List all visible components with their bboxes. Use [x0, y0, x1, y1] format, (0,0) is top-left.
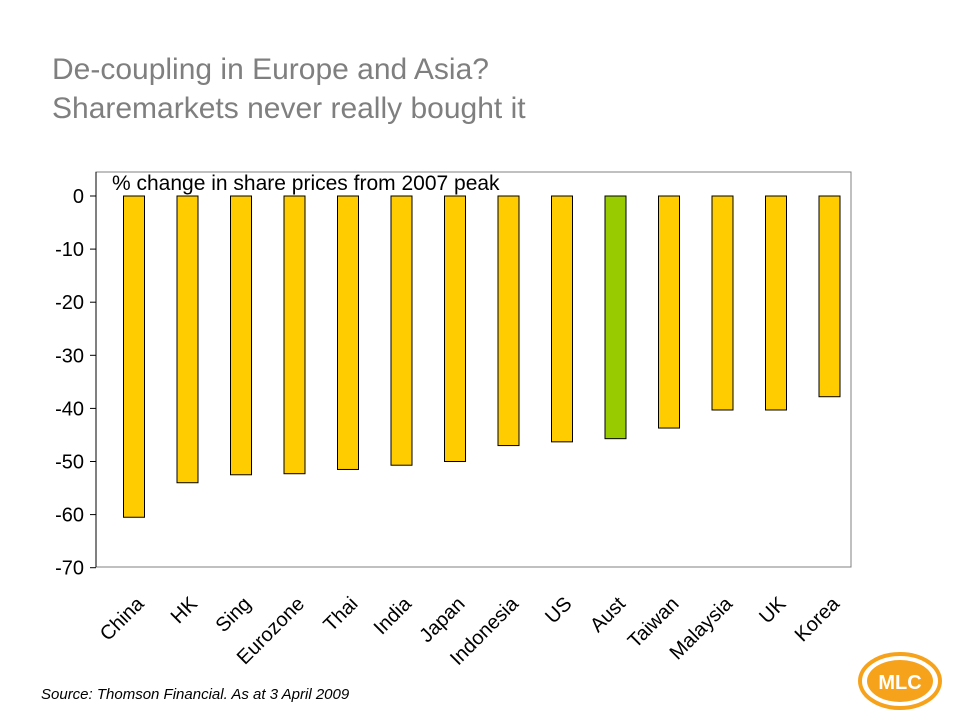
slide-title: De-coupling in Europe and Asia? Sharemar… [52, 50, 892, 128]
title-line-1: De-coupling in Europe and Asia? [52, 53, 489, 86]
x-tick-label: Thai [319, 593, 362, 636]
bar-indonesia [497, 195, 520, 447]
x-tick-label: India [370, 592, 417, 639]
y-tick-label: 0 [73, 186, 84, 208]
x-tick-label: Sing [212, 593, 256, 637]
y-tick-label: -60 [55, 505, 84, 527]
bars [123, 195, 841, 518]
mlc-logo: MLC [858, 652, 942, 710]
bar-us [551, 195, 573, 443]
chart-title: % change in share prices from 2007 peak [112, 172, 500, 195]
bar-hk [176, 195, 199, 484]
x-tick-label: HK [167, 592, 203, 628]
bar-aust [604, 195, 627, 440]
bar-thai [337, 195, 359, 470]
x-tick-label: US [541, 593, 576, 628]
bar-china [123, 195, 145, 518]
y-tick-label: -30 [55, 345, 84, 367]
y-tick-label: -50 [55, 452, 84, 474]
x-tick-label: China [96, 592, 149, 645]
bar-taiwan [658, 195, 680, 429]
source-note: Source: Thomson Financial. As at 3 April… [41, 686, 350, 703]
y-tick-label: -70 [55, 558, 84, 580]
bar-india [390, 195, 413, 466]
title-line-2: Sharemarkets never really bought it [52, 92, 526, 125]
x-tick-label: Korea [791, 592, 845, 646]
plot-area [95, 171, 852, 568]
x-tick-label: UK [755, 592, 791, 628]
y-tick-label: -20 [55, 292, 84, 314]
bar-korea [818, 195, 841, 398]
y-tick-label: -10 [55, 239, 84, 261]
bar-malaysia [711, 195, 734, 411]
y-tick-label: -40 [55, 398, 84, 420]
bar-sing [230, 195, 252, 476]
logo-text: MLC [878, 672, 921, 694]
y-axis-ticks: 0 -10 -20 -30 -40 -50 -60 -70 [55, 186, 96, 580]
bar-japan [444, 195, 466, 462]
bar-uk [765, 195, 787, 411]
bar-eurozone [283, 195, 306, 475]
x-tick-label: Aust [586, 593, 630, 637]
